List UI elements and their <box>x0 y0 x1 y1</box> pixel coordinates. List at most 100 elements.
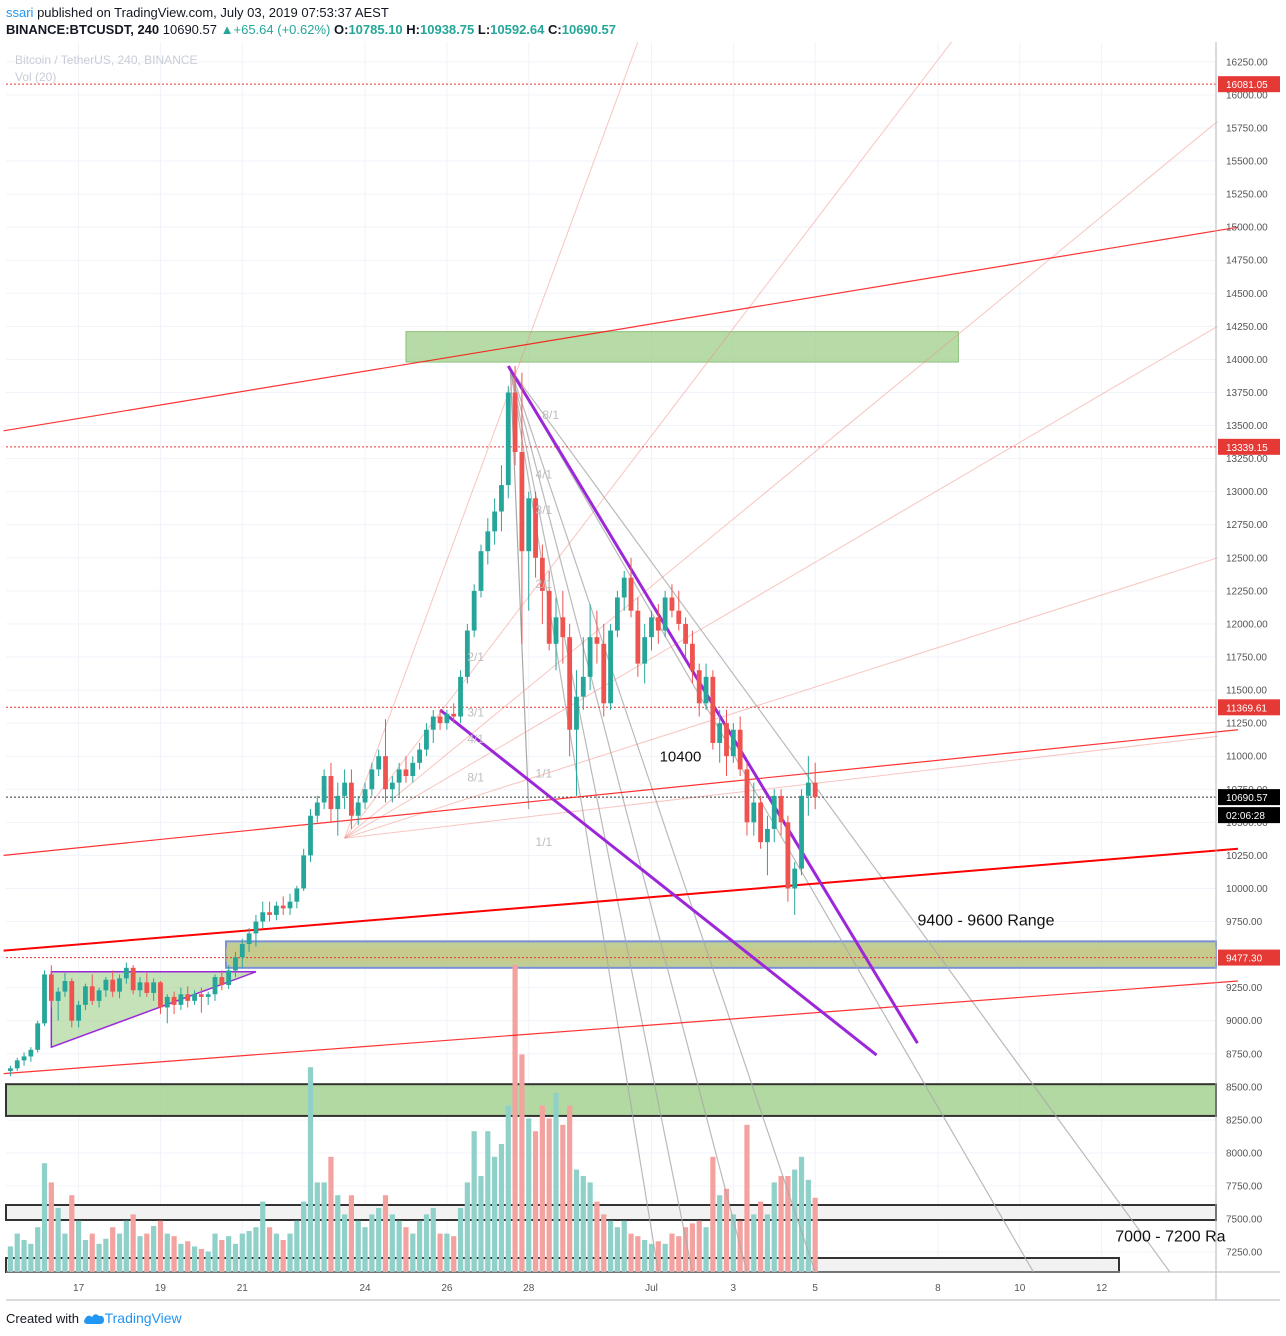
volume-bar <box>69 1195 75 1272</box>
candle-body <box>28 1049 34 1057</box>
candle-body <box>171 996 177 1005</box>
candle-body <box>737 729 743 770</box>
volume-bar <box>55 1208 61 1272</box>
publisher-username[interactable]: ssari <box>6 5 34 20</box>
chart-annotation: 7000 - 7200 Ra <box>1115 1229 1225 1246</box>
volume-bar <box>389 1214 395 1272</box>
candle-body <box>130 967 136 991</box>
volume-bar <box>655 1241 661 1272</box>
volume-bar <box>157 1220 164 1272</box>
time-tick-label: 10 <box>1014 1283 1026 1294</box>
candle-body <box>151 982 157 993</box>
volume-bar <box>594 1201 600 1272</box>
candle-body <box>35 1023 41 1050</box>
candle-body <box>546 590 552 644</box>
volume-bar <box>689 1223 696 1272</box>
candle-body <box>410 762 416 777</box>
volume-bar <box>178 1243 184 1272</box>
volume-bar <box>89 1233 95 1272</box>
fan-line <box>509 368 1171 1273</box>
candle-body <box>710 676 716 743</box>
volume-bar <box>785 1176 791 1272</box>
price-tick-label: 15250.00 <box>1226 190 1268 201</box>
volume-bar <box>7 1246 14 1272</box>
bar-countdown-label: 02:06:28 <box>1226 811 1265 822</box>
price-tick-label: 12500.00 <box>1226 553 1268 564</box>
candle-body <box>424 729 429 750</box>
price-tick-label: 11500.00 <box>1226 686 1267 697</box>
price-tick-label: 14250.00 <box>1226 322 1268 333</box>
volume-indicator-label: Vol (20) <box>15 70 56 84</box>
fan-ratio-label: 2/1 <box>536 577 553 591</box>
volume-bar <box>437 1233 443 1272</box>
candle-body <box>451 713 457 717</box>
candle-body <box>621 577 627 598</box>
trend-line <box>3 847 1239 952</box>
volume-bar <box>198 1248 204 1272</box>
candle-body <box>574 696 579 730</box>
volume-bar <box>573 1169 580 1272</box>
candle-body <box>601 643 607 704</box>
candle-body <box>69 981 75 1021</box>
volume-bar <box>76 1220 82 1272</box>
candle-body <box>287 901 293 909</box>
price-tag <box>1218 699 1280 716</box>
candle-body <box>192 994 197 1001</box>
volume-bar <box>539 1105 545 1272</box>
volume-bar <box>260 1201 266 1272</box>
price-tick-label: 15500.00 <box>1226 157 1268 168</box>
price-tick-label: 11000.00 <box>1226 752 1267 763</box>
candle-body <box>751 802 757 823</box>
volume-bar <box>703 1227 709 1272</box>
zone-band-upper <box>5 1204 1217 1221</box>
low-value: 10592.64 <box>490 22 545 37</box>
high-label: H: <box>406 22 421 37</box>
volume-bar <box>417 1220 423 1272</box>
candle-body <box>724 723 729 757</box>
price-tick-label: 12250.00 <box>1226 586 1268 597</box>
high-value: 10938.75 <box>420 22 475 37</box>
candle-body <box>335 795 341 810</box>
price-tick-label: 11250.00 <box>1226 719 1267 730</box>
price-tick-label: 7750.00 <box>1226 1182 1263 1193</box>
candle-body <box>778 795 784 823</box>
volume-bar <box>205 1251 211 1272</box>
symbol-label[interactable]: BINANCE:BTCUSDT, 240 <box>6 22 160 37</box>
price-tick-label: 13750.00 <box>1226 388 1268 399</box>
time-tick-label: 21 <box>237 1283 249 1294</box>
volume-bar <box>116 1233 123 1272</box>
price-tick-label: 14500.00 <box>1226 289 1268 300</box>
candle-body <box>205 994 211 997</box>
tradingview-brand[interactable]: TradingView <box>104 1310 182 1326</box>
price-tick-label: 12000.00 <box>1226 619 1268 630</box>
price-tag-label: 13339.15 <box>1226 443 1268 454</box>
close-value: 10690.57 <box>561 22 616 37</box>
volume-bar <box>48 1182 54 1272</box>
volume-bar <box>792 1169 798 1272</box>
volume-bar <box>492 1156 498 1272</box>
volume-bar <box>798 1156 805 1272</box>
price-tag <box>1218 438 1280 455</box>
price-tick-label: 11750.00 <box>1226 653 1267 664</box>
candle-body <box>669 597 675 611</box>
fan-ratio-label: 4/1 <box>467 732 484 746</box>
candle-body <box>437 716 443 724</box>
symbol-ohlc-legend: BINANCE:BTCUSDT, 240 10690.57 ▲+65.64 (+… <box>6 22 616 37</box>
candle-body <box>246 933 252 944</box>
candle-body <box>226 970 232 985</box>
candle-body <box>42 974 47 1024</box>
support-zone-inner <box>226 947 1216 962</box>
price-tick-label: 14750.00 <box>1226 256 1268 267</box>
fan-ratio-label: 4/1 <box>536 467 553 481</box>
volume-bar <box>669 1233 675 1272</box>
volume-bar <box>14 1233 20 1272</box>
candle-body <box>608 630 613 704</box>
candle-body <box>260 912 266 922</box>
candle-body <box>614 597 620 631</box>
candle-body <box>512 392 518 452</box>
volume-bar <box>185 1241 191 1272</box>
price-tick-label: 9750.00 <box>1226 917 1263 928</box>
candle-body <box>519 452 525 552</box>
time-tick-label: 17 <box>73 1283 85 1294</box>
